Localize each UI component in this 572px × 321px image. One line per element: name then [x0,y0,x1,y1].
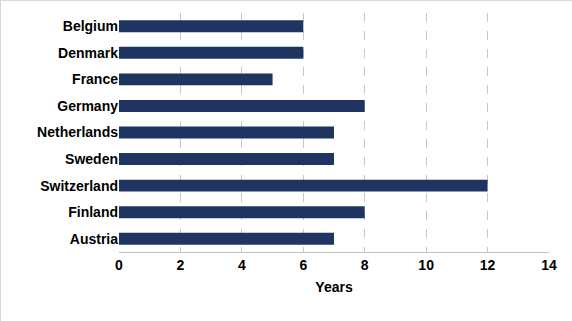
svg-text:Austria: Austria [70,231,118,247]
svg-text:4: 4 [238,257,246,273]
svg-text:0: 0 [115,257,123,273]
svg-text:10: 10 [418,257,434,273]
svg-text:Finland: Finland [68,204,118,220]
svg-text:14: 14 [541,257,557,273]
svg-text:Belgium: Belgium [63,18,118,34]
svg-text:6: 6 [299,257,307,273]
svg-text:Switzerland: Switzerland [40,178,118,194]
svg-text:Germany: Germany [57,98,118,114]
svg-text:12: 12 [480,257,496,273]
svg-text:Netherlands: Netherlands [37,124,118,140]
svg-text:Sweden: Sweden [65,151,118,167]
svg-text:France: France [72,71,118,87]
svg-text:Years: Years [315,279,353,295]
svg-text:Denmark: Denmark [58,45,118,61]
svg-text:8: 8 [361,257,369,273]
svg-text:2: 2 [177,257,185,273]
